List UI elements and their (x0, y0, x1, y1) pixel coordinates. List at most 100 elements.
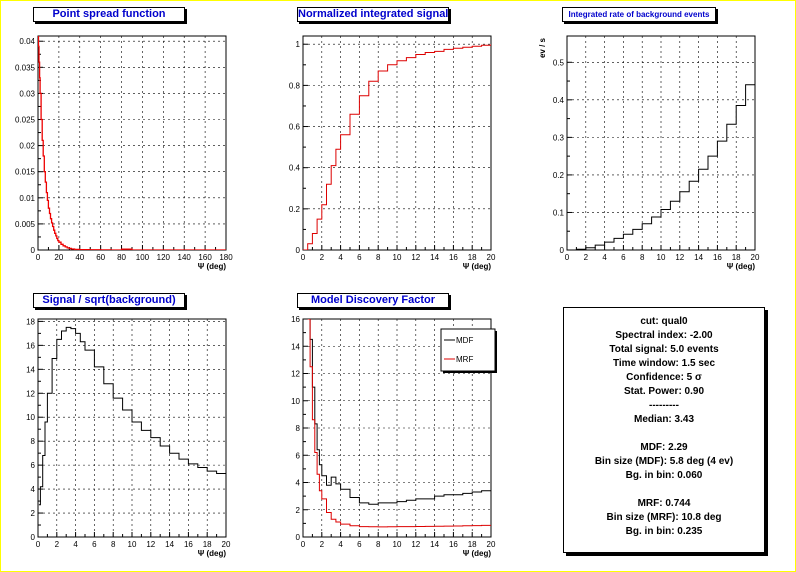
chart-psf: 0 20 40 60 80 100 120 140 160 180 0 0.005 0.01 0.015 0… (15, 35, 233, 271)
x-tick-label: 16 (713, 253, 722, 262)
x-tick-label: 10 (393, 253, 402, 262)
x-tick-label: 16 (184, 540, 193, 549)
x-tick-label: 16 (449, 540, 458, 549)
x-tick-label: 40 (75, 253, 84, 262)
x-tick-label: 8 (376, 540, 381, 549)
x-tick-label: 6 (357, 253, 362, 262)
x-tick-label: 4 (602, 253, 607, 262)
x-tick-label: 20 (222, 540, 231, 549)
legend-label: MDF (456, 336, 473, 345)
x-tick-label: 100 (136, 253, 150, 262)
series-line-mrf (307, 319, 491, 528)
x-tick-label: 0 (301, 540, 306, 549)
y-tick-label: 0 (31, 246, 36, 255)
y-tick-label: 0.02 (19, 142, 35, 151)
y-tick-label: 4 (31, 485, 36, 494)
chart-bgrate: 0 2 4 6 8 10 12 14 16 18 20 0 0.1 0.2 0.3 0.4 0.5 Ψ (deg)… (538, 35, 760, 271)
x-tick-label: 140 (178, 253, 192, 262)
y-tick-label: 4 (296, 479, 301, 488)
x-axis-label: Ψ (deg) (198, 549, 227, 558)
x-tick-label: 10 (393, 540, 402, 549)
x-tick-label: 0 (36, 540, 41, 549)
y-tick-label: 0.025 (15, 116, 36, 125)
y-tick-label: 12 (26, 389, 35, 398)
y-tick-label: 6 (31, 461, 36, 470)
x-tick-label: 8 (111, 540, 116, 549)
y-tick-label: 6 (296, 451, 301, 460)
y-tick-label: 0.4 (289, 164, 301, 173)
x-tick-label: 20 (54, 253, 63, 262)
x-tick-label: 16 (449, 253, 458, 262)
x-tick-label: 6 (92, 540, 97, 549)
x-tick-label: 80 (117, 253, 126, 262)
stats-line: MRF: 0.744 (637, 498, 691, 509)
x-tick-label: 160 (198, 253, 212, 262)
legend-shadow (443, 371, 497, 373)
y-tick-label: 16 (26, 341, 35, 350)
y-tick-label: 0.01 (19, 194, 35, 203)
plot-frame (37, 35, 227, 251)
legend-box (440, 328, 496, 372)
stats-line: Median: 3.43 (633, 414, 695, 425)
y-tick-label: 18 (26, 317, 35, 326)
x-axis-label: Ψ (deg) (463, 262, 492, 271)
x-tick-label: 0 (36, 253, 41, 262)
stats-line: MDF: 2.29 (640, 442, 688, 453)
x-tick-label: 18 (468, 253, 477, 262)
stats-panel: cut: qual0 Spectral index: -2.00 Total s… (563, 307, 765, 553)
x-tick-label: 14 (430, 540, 439, 549)
stats-line: Total signal: 5.0 events (609, 344, 719, 355)
title-bgrate: Integrated rate of background events (562, 7, 716, 22)
x-axis-label: Ψ (deg) (463, 549, 492, 558)
y-tick-label: 8 (31, 437, 36, 446)
chart-intsig: 0 2 4 6 8 10 12 14 16 18 20 0 0.2 0.4 0.6 0.8 1 Ψ (deg) (289, 35, 496, 271)
y-tick-label: 0.2 (289, 205, 301, 214)
y-tick-label: 0.035 (15, 63, 36, 72)
chart-mdf: 0 2 4 6 8 10 12 14 16 18 20 0 2 4 6 8 10 12 14 16 Ψ (deg) MDF… (291, 315, 497, 558)
y-axis-label: ev / s (538, 37, 547, 58)
title-mdf: Model Discovery Factor (297, 293, 449, 308)
x-tick-label: 14 (430, 253, 439, 262)
x-tick-label: 0 (565, 253, 570, 262)
x-axis-label: Ψ (deg) (198, 262, 227, 271)
stats-line: Bin size (MDF): 5.8 deg (4 ev) (594, 456, 734, 467)
y-tick-label: 0 (296, 533, 301, 542)
legend-label: MRF (456, 355, 473, 364)
x-tick-label: 8 (376, 253, 381, 262)
x-tick-label: 12 (411, 540, 420, 549)
x-tick-label: 18 (203, 540, 212, 549)
stats-line: cut: qual0 (640, 316, 688, 327)
x-tick-label: 14 (694, 253, 703, 262)
x-tick-label: 4 (338, 253, 343, 262)
x-tick-label: 20 (751, 253, 760, 262)
y-tick-label: 14 (26, 365, 35, 374)
title-snr: Signal / sqrt(background) (33, 293, 185, 308)
x-tick-label: 20 (487, 253, 496, 262)
x-tick-label: 180 (219, 253, 233, 262)
stats-line: Confidence: 5 σ (626, 372, 702, 383)
y-tick-label: 0.04 (19, 37, 35, 46)
series-line-bgrate (567, 51, 755, 250)
x-tick-label: 12 (675, 253, 684, 262)
x-tick-label: 2 (320, 253, 325, 262)
y-tick-label: 2 (296, 506, 301, 515)
y-tick-label: 0 (296, 246, 301, 255)
series-line-snr (38, 326, 226, 506)
x-tick-label: 2 (320, 540, 325, 549)
x-tick-label: 6 (621, 253, 626, 262)
x-tick-label: 10 (128, 540, 137, 549)
title-intsig: Normalized integrated signal (297, 7, 449, 22)
y-tick-label: 0.1 (553, 208, 565, 217)
stats-line: Bg. in bin: 0.235 (625, 526, 703, 537)
y-tick-label: 0.005 (15, 220, 36, 229)
legend-shadow (495, 331, 497, 373)
x-tick-label: 60 (96, 253, 105, 262)
x-tick-label: 18 (732, 253, 741, 262)
y-tick-label: 0 (560, 246, 565, 255)
x-tick-label: 12 (411, 253, 420, 262)
y-tick-label: 0.6 (289, 123, 301, 132)
y-tick-label: 0.4 (553, 96, 565, 105)
